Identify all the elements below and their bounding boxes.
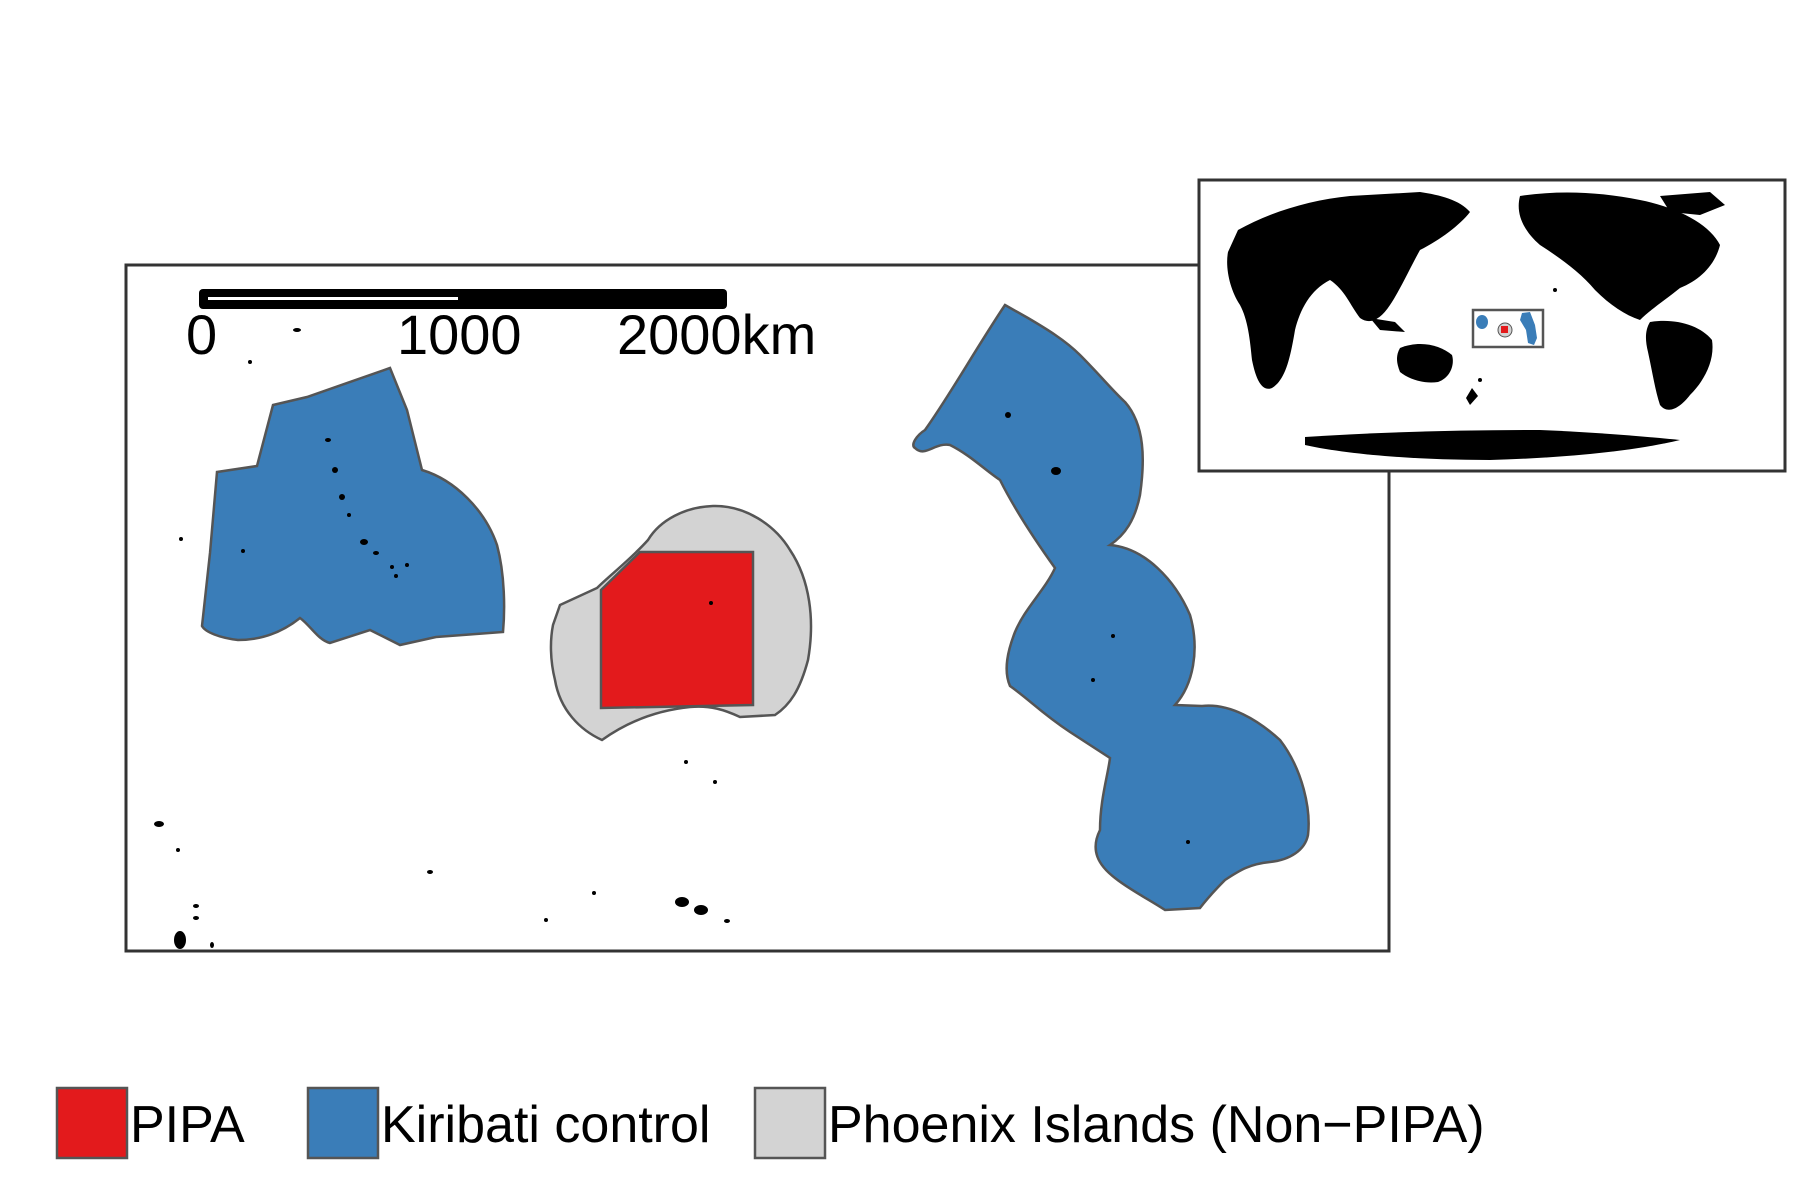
inset-landmasses xyxy=(1227,192,1725,460)
scale-label-2000km: 2000km xyxy=(617,303,816,366)
legend-swatch-kiribati-control xyxy=(306,1086,380,1160)
legend-label-pipa: PIPA xyxy=(130,1096,245,1154)
inset-study-region-box xyxy=(1471,308,1545,349)
inset-line-islands xyxy=(1520,312,1537,345)
inset-gilbert xyxy=(1476,315,1488,329)
inset-world-map xyxy=(1197,178,1787,473)
scale-label-0: 0 xyxy=(186,303,217,366)
legend-item-phoenix-non-pipa: Phoenix Islands (Non−PIPA) xyxy=(753,1086,1485,1160)
scale-label-1000: 1000 xyxy=(397,303,522,366)
legend-item-kiribati-control: Kiribati control xyxy=(306,1086,710,1160)
legend-item-pipa: PIPA xyxy=(55,1086,245,1160)
scale-bar-bar xyxy=(199,289,727,309)
pipa-area xyxy=(599,550,755,710)
gilbert-islands-eez xyxy=(200,366,506,647)
line-islands-eez xyxy=(912,303,1310,912)
legend: PIPA Kiribati control Phoenix Islands (N… xyxy=(55,1086,1485,1160)
legend-swatch-phoenix-non-pipa xyxy=(753,1086,827,1160)
scale-bar: 0 1000 2000km xyxy=(186,289,816,366)
legend-swatch-pipa xyxy=(55,1086,129,1160)
scale-bar-inner-line xyxy=(208,297,458,300)
legend-label-phoenix-non-pipa: Phoenix Islands (Non−PIPA) xyxy=(828,1096,1485,1154)
legend-label-kiribati-control: Kiribati control xyxy=(381,1096,710,1154)
island-specks xyxy=(154,328,1190,949)
inset-pipa xyxy=(1501,326,1508,333)
